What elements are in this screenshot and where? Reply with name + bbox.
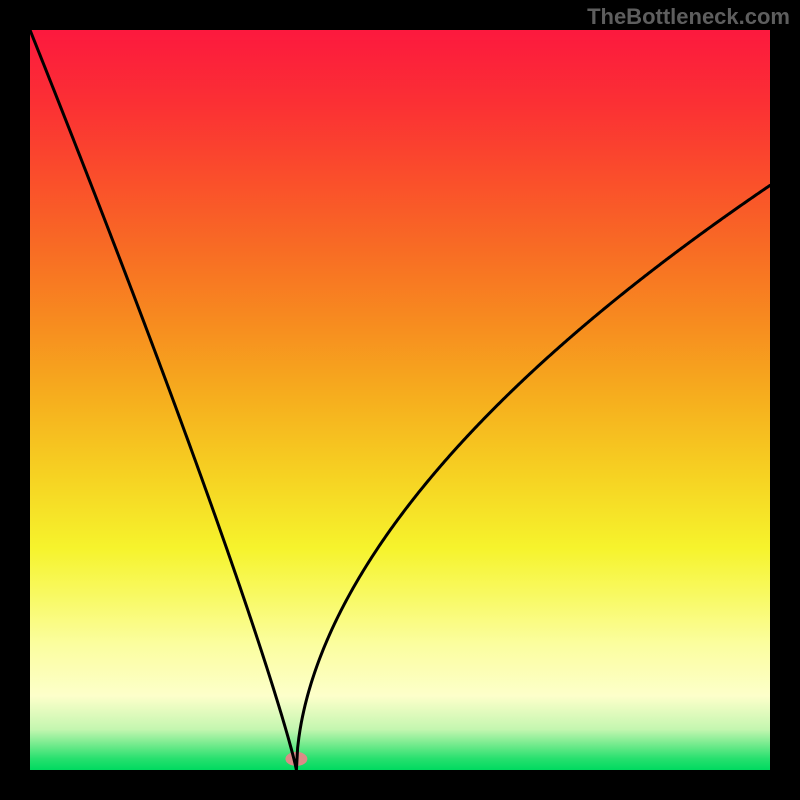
bottleneck-chart bbox=[0, 0, 800, 800]
gradient-background bbox=[30, 30, 770, 770]
watermark-text: TheBottleneck.com bbox=[587, 4, 790, 30]
